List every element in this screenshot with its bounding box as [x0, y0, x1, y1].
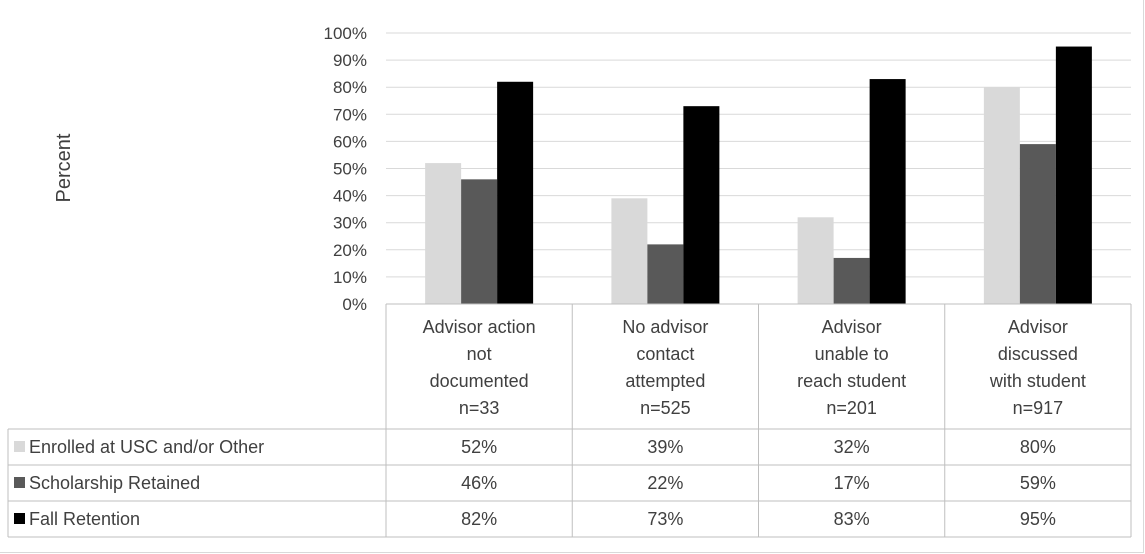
- y-tick-label: 50%: [333, 160, 367, 179]
- y-axis-title: Percent: [53, 133, 75, 202]
- y-tick-label: 40%: [333, 187, 367, 206]
- category-label: reach student: [797, 371, 906, 391]
- data-label: 32%: [834, 437, 870, 457]
- legend-key: [14, 513, 25, 524]
- data-label: 22%: [647, 473, 683, 493]
- bar: [833, 257, 870, 304]
- category-label: Advisor: [822, 317, 882, 337]
- category-label: Advisor action: [423, 317, 536, 337]
- data-label: 52%: [461, 437, 497, 457]
- y-tick-label: 70%: [333, 105, 367, 124]
- series-name: Fall Retention: [29, 509, 140, 529]
- bar: [683, 106, 720, 304]
- bar: [497, 81, 534, 304]
- bars: [425, 46, 1092, 305]
- y-tick-label: 30%: [333, 214, 367, 233]
- series-name: Scholarship Retained: [29, 473, 200, 493]
- bar: [1019, 144, 1056, 304]
- category-label: documented: [430, 371, 529, 391]
- legend-key: [14, 441, 25, 452]
- data-label: 82%: [461, 509, 497, 529]
- category-label: with student: [989, 371, 1086, 391]
- bar: [647, 244, 684, 304]
- category-label: n=201: [826, 398, 877, 418]
- data-label: 17%: [834, 473, 870, 493]
- y-tick-label: 0%: [342, 295, 367, 314]
- bar: [461, 179, 498, 304]
- data-label: 46%: [461, 473, 497, 493]
- category-label: contact: [636, 344, 694, 364]
- category-label: n=33: [459, 398, 500, 418]
- category-label: n=917: [1013, 398, 1064, 418]
- y-tick-label: 60%: [333, 132, 367, 151]
- data-table: Advisor action not documented n=33 No adviso…: [7, 303, 1132, 538]
- category-label: not: [467, 344, 492, 364]
- category-label: discussed: [998, 344, 1078, 364]
- data-label: 73%: [647, 509, 683, 529]
- bar: [983, 87, 1020, 304]
- category-label: No advisor: [622, 317, 708, 337]
- category-label: unable to: [815, 344, 889, 364]
- data-label: 59%: [1020, 473, 1056, 493]
- bar: [869, 79, 906, 304]
- y-tick-label: 80%: [333, 78, 367, 97]
- bar: [611, 198, 648, 304]
- y-tick-label: 20%: [333, 241, 367, 260]
- data-label: 39%: [647, 437, 683, 457]
- bar: [425, 163, 462, 304]
- bar: [797, 217, 834, 304]
- series-name: Enrolled at USC and/or Other: [29, 437, 264, 457]
- y-tick-label: 10%: [333, 268, 367, 287]
- y-axis-ticks: 0% 10% 20% 30% 40% 50% 60% 70% 80% 90% 100%: [324, 24, 367, 314]
- category-label: attempted: [625, 371, 705, 391]
- legend-key: [14, 477, 25, 488]
- category-label: n=525: [640, 398, 691, 418]
- y-tick-label: 100%: [324, 24, 367, 43]
- bar: [1055, 46, 1092, 305]
- data-label: 80%: [1020, 437, 1056, 457]
- y-tick-label: 90%: [333, 51, 367, 70]
- data-label: 95%: [1020, 509, 1056, 529]
- data-label: 83%: [834, 509, 870, 529]
- category-label: Advisor: [1008, 317, 1068, 337]
